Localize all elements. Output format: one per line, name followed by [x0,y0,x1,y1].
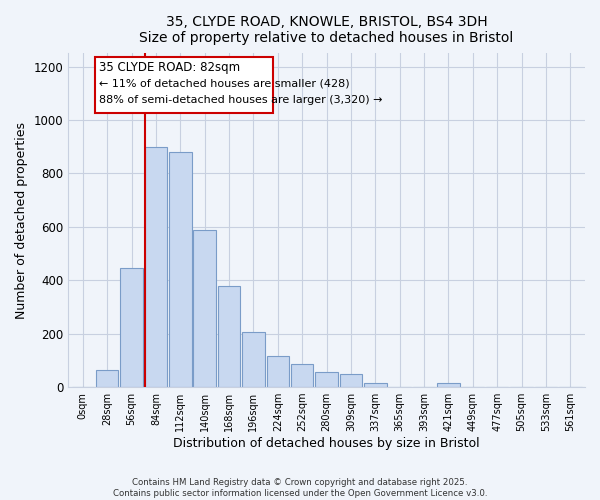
Bar [193,230,216,387]
Bar [437,383,460,387]
Title: 35, CLYDE ROAD, KNOWLE, BRISTOL, BS4 3DH
Size of property relative to detached h: 35, CLYDE ROAD, KNOWLE, BRISTOL, BS4 3DH… [139,15,514,45]
Bar [266,356,289,387]
Bar [145,147,167,387]
Bar [169,152,191,387]
Text: 35 CLYDE ROAD: 82sqm: 35 CLYDE ROAD: 82sqm [99,60,240,74]
Bar [364,382,386,387]
Text: Contains HM Land Registry data © Crown copyright and database right 2025.
Contai: Contains HM Land Registry data © Crown c… [113,478,487,498]
Y-axis label: Number of detached properties: Number of detached properties [15,122,28,318]
Bar [96,370,118,387]
FancyBboxPatch shape [95,58,274,114]
Bar [218,286,240,387]
Text: ← 11% of detached houses are smaller (428): ← 11% of detached houses are smaller (42… [99,78,350,88]
Bar [316,372,338,387]
Text: 88% of semi-detached houses are larger (3,320) →: 88% of semi-detached houses are larger (… [99,94,383,104]
X-axis label: Distribution of detached houses by size in Bristol: Distribution of detached houses by size … [173,437,480,450]
Bar [242,332,265,387]
Bar [121,268,143,387]
Bar [340,374,362,387]
Bar [291,364,313,387]
